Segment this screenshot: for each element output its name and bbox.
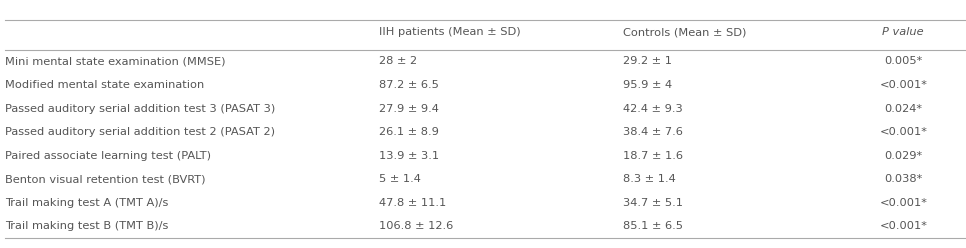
Text: Modified mental state examination: Modified mental state examination bbox=[5, 80, 204, 90]
Text: Trail making test A (TMT A)/s: Trail making test A (TMT A)/s bbox=[5, 198, 168, 208]
Text: Benton visual retention test (BVRT): Benton visual retention test (BVRT) bbox=[5, 174, 206, 184]
Text: 0.005*: 0.005* bbox=[884, 56, 923, 66]
Text: <0.001*: <0.001* bbox=[879, 127, 927, 137]
Text: 85.1 ± 6.5: 85.1 ± 6.5 bbox=[623, 221, 683, 231]
Text: 106.8 ± 12.6: 106.8 ± 12.6 bbox=[379, 221, 453, 231]
Text: Trail making test B (TMT B)/s: Trail making test B (TMT B)/s bbox=[5, 221, 168, 231]
Text: 0.024*: 0.024* bbox=[884, 103, 923, 114]
Text: 38.4 ± 7.6: 38.4 ± 7.6 bbox=[623, 127, 683, 137]
Text: 95.9 ± 4: 95.9 ± 4 bbox=[623, 80, 672, 90]
Text: IIH patients (Mean ± SD): IIH patients (Mean ± SD) bbox=[379, 27, 521, 37]
Text: <0.001*: <0.001* bbox=[879, 221, 927, 231]
Text: 0.029*: 0.029* bbox=[884, 151, 923, 161]
Text: 0.038*: 0.038* bbox=[884, 174, 923, 184]
Text: 42.4 ± 9.3: 42.4 ± 9.3 bbox=[623, 103, 683, 114]
Text: <0.001*: <0.001* bbox=[879, 80, 927, 90]
Text: 29.2 ± 1: 29.2 ± 1 bbox=[623, 56, 672, 66]
Text: 47.8 ± 11.1: 47.8 ± 11.1 bbox=[379, 198, 446, 208]
Text: Mini mental state examination (MMSE): Mini mental state examination (MMSE) bbox=[5, 56, 225, 66]
Text: 34.7 ± 5.1: 34.7 ± 5.1 bbox=[623, 198, 683, 208]
Text: 26.1 ± 8.9: 26.1 ± 8.9 bbox=[379, 127, 439, 137]
Text: Passed auditory serial addition test 3 (PASAT 3): Passed auditory serial addition test 3 (… bbox=[5, 103, 275, 114]
Text: 5 ± 1.4: 5 ± 1.4 bbox=[379, 174, 420, 184]
Text: 27.9 ± 9.4: 27.9 ± 9.4 bbox=[379, 103, 439, 114]
Text: 13.9 ± 3.1: 13.9 ± 3.1 bbox=[379, 151, 439, 161]
Text: <0.001*: <0.001* bbox=[879, 198, 927, 208]
Text: P value: P value bbox=[882, 27, 924, 37]
Text: 18.7 ± 1.6: 18.7 ± 1.6 bbox=[623, 151, 683, 161]
Text: 87.2 ± 6.5: 87.2 ± 6.5 bbox=[379, 80, 439, 90]
Text: 8.3 ± 1.4: 8.3 ± 1.4 bbox=[623, 174, 676, 184]
Text: Paired associate learning test (PALT): Paired associate learning test (PALT) bbox=[5, 151, 211, 161]
Text: Passed auditory serial addition test 2 (PASAT 2): Passed auditory serial addition test 2 (… bbox=[5, 127, 275, 137]
Text: 28 ± 2: 28 ± 2 bbox=[379, 56, 416, 66]
Text: Controls (Mean ± SD): Controls (Mean ± SD) bbox=[623, 27, 747, 37]
